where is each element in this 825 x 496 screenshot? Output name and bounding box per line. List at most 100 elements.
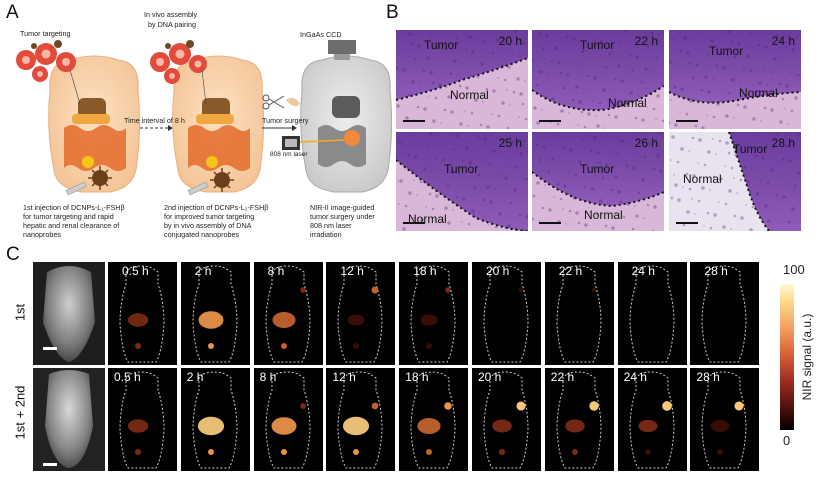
nir-time-label: 18 h [413, 264, 437, 278]
panel-letter-c: C [6, 244, 20, 265]
normal-label: Normal [584, 208, 623, 222]
caption-first-injection: 1st injection of DCNPs-L₁-FSHβ for tumor… [23, 203, 155, 239]
nir-image: 0.5 h [108, 368, 177, 471]
nir-image: 8 h [253, 262, 323, 365]
nir-time-label: 20 h [478, 370, 502, 384]
nir-image: 22 h [544, 262, 614, 365]
histology-image: 25 h Tumor Normal [396, 132, 528, 231]
caption-second-line-2: for improved tumor targeting [164, 212, 255, 221]
xray-image-second [33, 368, 105, 471]
caption-second-line-4: conjugated nanoprobes [164, 230, 240, 239]
caption-third-line-4: irradiation [310, 230, 342, 239]
scissors-icon [262, 94, 300, 110]
tumor-label: Tumor [444, 162, 479, 176]
caption-second-injection: 2nd injection of DCNPs-L₂-FSHβ for impro… [164, 203, 300, 239]
normal-label: Normal [683, 172, 722, 186]
caption-surgery: NIR-II image-guided tumor surgery under … [310, 203, 390, 239]
histology-time-label: 28 h [771, 136, 795, 150]
nir-time-label: 2 h [186, 370, 204, 384]
histology-time-label: 24 h [771, 34, 795, 48]
label-tumor-surgery: Tumor surgery [262, 116, 309, 125]
colorbar-max: 100 [783, 262, 805, 277]
nir-image: 20 h [472, 368, 541, 471]
tumor-cells-inset-1 [16, 40, 81, 105]
caption-second-line-1: 2nd injection of DCNPs-L₂-FSHβ [164, 203, 269, 212]
caption-first-line-2: for tumor targeting and rapid [23, 212, 114, 221]
nir-image: 12 h [326, 368, 396, 471]
colorbar-label: NIR signal (a.u.) [800, 313, 814, 401]
histology-image: 20 h Tumor Normal [396, 30, 528, 129]
normal-label: Normal [450, 88, 489, 102]
tumor-label: Tumor [580, 38, 615, 52]
label-in-vivo-assembly-2: by DNA pairing [148, 20, 196, 29]
nir-image: 18 h [399, 262, 469, 365]
histology-image: 22 h Tumor Normal [532, 30, 664, 129]
label-808-laser: 808 nm laser [270, 151, 308, 158]
ccd-camera-icon [328, 40, 356, 60]
nir-image: 22 h [544, 368, 614, 471]
nir-time-label: 22 h [558, 264, 583, 278]
xray-image-first [33, 262, 105, 365]
nir-image: 2 h [180, 262, 250, 365]
label-in-vivo-assembly-1: In vivo assembly [144, 10, 198, 19]
nir-time-label: 0.5 h [122, 264, 149, 278]
nir-image: 28 h [690, 262, 760, 365]
nir-image: 2 h [180, 368, 250, 471]
nir-time-label: 28 h [696, 370, 720, 384]
nanoprobe-syringe-1 [65, 166, 112, 196]
caption-third-line-1: NIR-II image-guided [310, 203, 375, 212]
histology-time-label: 20 h [498, 34, 522, 48]
normal-label: Normal [739, 86, 778, 100]
nir-image: 24 h [617, 368, 687, 471]
scale-bar [403, 222, 425, 224]
caption-second-line-3: by in vivo assembly of DNA [164, 221, 252, 230]
nir-image: 20 h [472, 262, 541, 365]
histology-image: 24 h Tumor Normal [669, 30, 801, 129]
row-label-first: 1st [12, 303, 28, 322]
nir-time-label: 22 h [550, 370, 575, 384]
scale-bar [403, 120, 425, 122]
nir-time-label: 28 h [704, 264, 728, 278]
nanoprobe-syringe-2 [187, 168, 234, 196]
label-tumor-targeting: Tumor targeting [20, 29, 71, 38]
histology-image: 26 h Tumor Normal [532, 132, 664, 231]
tumor-label: Tumor [709, 44, 744, 58]
normal-label: Normal [608, 96, 647, 110]
tumor-label: Tumor [424, 38, 459, 52]
caption-first-line-4: nanoprobes [23, 230, 61, 239]
histology-image: 28 h Tumor Normal [669, 132, 801, 231]
panel-letter-a: A [6, 2, 19, 23]
label-time-interval: Time interval of 8 h [124, 116, 185, 125]
nir-time-label: 8 h [267, 264, 285, 278]
nir-time-label: 20 h [486, 264, 510, 278]
nir-time-label: 24 h [631, 264, 655, 278]
laser-device-icon [282, 136, 345, 150]
mouse-illustration-3 [300, 55, 392, 193]
scale-bar [539, 120, 561, 122]
caption-first-line-1: 1st injection of DCNPs-L₁-FSHβ [23, 203, 125, 212]
nir-image: 12 h [326, 262, 396, 365]
nir-time-label: 2 h [194, 264, 212, 278]
scale-bar [676, 120, 698, 122]
row-label-second: 1st + 2nd [12, 385, 28, 440]
histology-time-label: 26 h [634, 136, 658, 150]
caption-first-line-3: hepatic and renal clearance of [23, 221, 120, 230]
panel-letter-b: B [386, 2, 399, 23]
nir-time-label: 24 h [623, 370, 647, 384]
scale-bar [539, 222, 561, 224]
nir-time-label: 12 h [332, 370, 356, 384]
nir-image: 24 h [617, 262, 687, 365]
label-ccd: InGaAs CCD [300, 30, 342, 39]
tumor-label: Tumor [580, 162, 615, 176]
nir-time-label: 12 h [340, 264, 364, 278]
nir-time-label: 8 h [259, 370, 277, 384]
histology-time-label: 25 h [498, 136, 522, 150]
colorbar-min: 0 [783, 433, 791, 448]
colorbar [780, 284, 794, 430]
caption-third-line-3: 808 nm laser [310, 221, 352, 230]
tumor-cells-inset-2 [150, 40, 207, 105]
mouse-illustration-1 [48, 55, 141, 193]
mouse-illustration-2 [172, 55, 265, 193]
nir-time-label: 0.5 h [114, 370, 141, 384]
scale-bar [676, 222, 698, 224]
